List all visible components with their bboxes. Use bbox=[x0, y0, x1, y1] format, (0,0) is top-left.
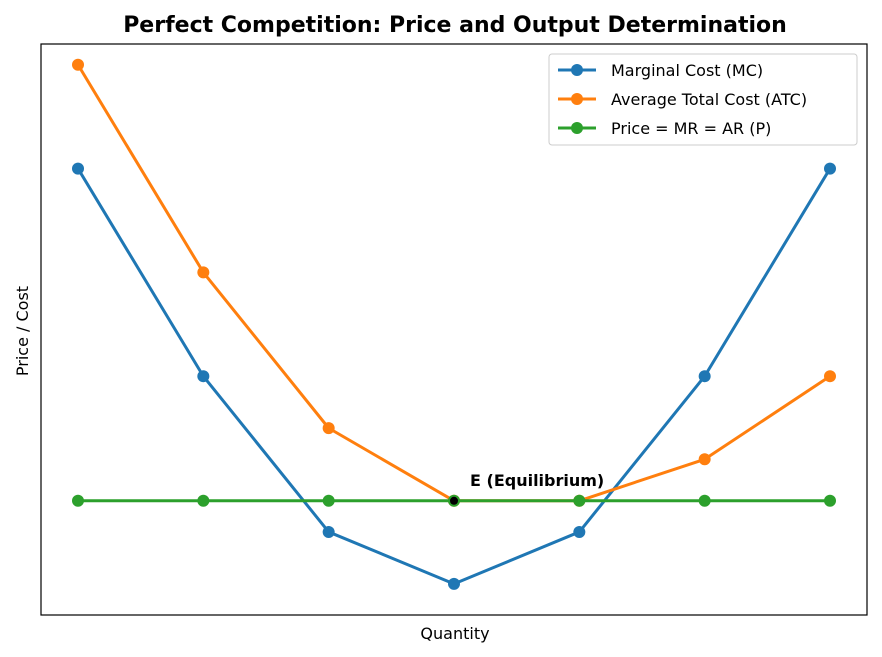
series-0-point bbox=[573, 525, 586, 538]
equilibrium-marker bbox=[450, 496, 458, 505]
legend-frame bbox=[548, 53, 858, 146]
legend-item-1: Average Total Cost (ATC) bbox=[558, 90, 807, 109]
series-0-point bbox=[824, 162, 836, 175]
series-0-point bbox=[72, 162, 84, 175]
series-1-point bbox=[322, 422, 335, 435]
equilibrium-label: E (Equilibrium) bbox=[470, 471, 604, 490]
series-2-point bbox=[322, 494, 335, 507]
chart-title: Perfect Competition: Price and Output De… bbox=[123, 13, 787, 38]
series-2-point bbox=[197, 494, 210, 507]
x-axis-label: Quantity bbox=[420, 624, 489, 643]
legend-swatch-marker bbox=[571, 93, 583, 105]
legend-swatch-marker bbox=[571, 64, 583, 76]
legend-item-2: Price = MR = AR (P) bbox=[558, 119, 771, 138]
series-2-point bbox=[698, 494, 711, 507]
legend-label: Price = MR = AR (P) bbox=[611, 119, 771, 138]
series-2-point bbox=[824, 494, 836, 507]
series-0-point bbox=[322, 525, 335, 538]
annotation-layer: E (Equilibrium) bbox=[450, 471, 604, 505]
legend-label: Average Total Cost (ATC) bbox=[611, 90, 807, 109]
series-0 bbox=[72, 162, 836, 590]
legend-item-0: Marginal Cost (MC) bbox=[558, 61, 763, 80]
series-1-point bbox=[698, 453, 711, 466]
legend-label: Marginal Cost (MC) bbox=[611, 61, 763, 80]
legend: Marginal Cost (MC) Average Total Cost (AT… bbox=[548, 53, 858, 146]
series-2-point bbox=[573, 494, 586, 507]
series-0-point bbox=[448, 577, 460, 590]
series-1-point bbox=[197, 266, 210, 279]
legend-swatch-marker bbox=[571, 122, 583, 134]
series-0-point bbox=[197, 370, 210, 383]
plot-frame bbox=[40, 43, 868, 616]
series-0-point bbox=[698, 370, 711, 383]
series-1-point bbox=[72, 58, 84, 71]
series-line-0 bbox=[76, 167, 832, 586]
series-2-point bbox=[72, 494, 84, 507]
series-1-point bbox=[824, 370, 836, 383]
y-axis-label: Price / Cost bbox=[13, 286, 32, 376]
